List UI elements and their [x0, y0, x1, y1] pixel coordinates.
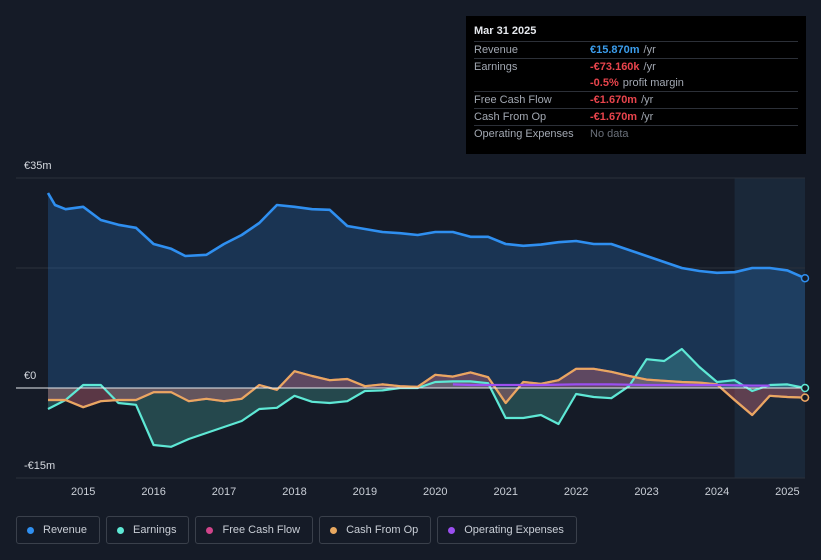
x-tick-label: 2021: [493, 486, 517, 498]
tooltip-row-free-cash-flow: Free Cash Flow -€1.670m /yr: [474, 91, 798, 108]
legend-dot-icon: [330, 526, 338, 534]
legend-label: Cash From Op: [346, 524, 419, 536]
series-end-markers: [800, 273, 810, 402]
tooltip-row-revenue: Revenue €15.870m /yr: [474, 41, 798, 58]
tooltip-row-operating-expenses: Operating Expenses No data: [474, 125, 798, 142]
legend-label: Operating Expenses: [464, 524, 564, 536]
x-tick-label: 2020: [423, 486, 447, 498]
legend-dot-icon: [448, 526, 456, 534]
line-earnings: [47, 347, 806, 448]
tooltip-value: -0.5%: [590, 77, 619, 89]
y-tick-label-bottom: -€15m: [24, 460, 56, 472]
series-lines: [46, 192, 806, 448]
x-tick-label: 2019: [353, 486, 377, 498]
end-marker-earnings: [800, 383, 810, 393]
line-operating-expenses: [452, 383, 770, 387]
tooltip-row-earnings: Earnings -€73.160k /yr: [474, 58, 798, 75]
tooltip-label: Operating Expenses: [474, 128, 574, 140]
legend-item-operating-expenses[interactable]: Operating Expenses: [437, 516, 577, 544]
series-areas: [48, 193, 805, 447]
legend-item-cash-from-op[interactable]: Cash From Op: [319, 516, 432, 544]
x-tick-label: 2024: [705, 486, 729, 498]
data-tooltip: Mar 31 2025 Revenue €15.870m /yr Earning…: [466, 16, 806, 154]
forecast-shading: [734, 178, 805, 478]
x-tick-label: 2025: [775, 486, 799, 498]
area-revenue: [48, 193, 805, 388]
area-cash-from-op: [48, 368, 805, 415]
tooltip-label: Cash From Op: [474, 111, 547, 123]
tooltip-value: No data: [590, 128, 629, 140]
legend-item-earnings[interactable]: Earnings: [106, 516, 190, 544]
legend-dot-icon: [27, 526, 34, 534]
tooltip-value: -€73.160k: [590, 61, 640, 73]
tooltip-date: Mar 31 2025: [474, 25, 537, 37]
x-tick-label: 2015: [71, 486, 95, 498]
tooltip-unit: /yr: [643, 61, 656, 73]
legend-label: Revenue: [43, 524, 88, 536]
area-free-cash-flow: [48, 368, 805, 415]
tooltip-label: Free Cash Flow: [474, 94, 552, 106]
tooltip-unit: /yr: [643, 44, 656, 56]
y-tick-label-top: €35m: [24, 160, 52, 172]
tooltip-value: -€1.670m: [590, 94, 638, 106]
tooltip-label: Earnings: [474, 61, 518, 73]
tooltip-unit: /yr: [641, 111, 654, 123]
tooltip-row-cash-from-op: Cash From Op -€1.670m /yr: [474, 108, 798, 125]
tooltip-label: [474, 75, 590, 91]
x-axis-ticks: 2015 2016 2017 2018 2019 2020 2021 2022 2023 2024…: [71, 486, 800, 498]
legend-dot-icon: [206, 526, 214, 534]
tooltip-value: €15.870m: [590, 44, 640, 56]
legend-item-revenue[interactable]: Revenue: [16, 516, 101, 544]
chart-legend: Revenue Earnings Free Cash Flow Cash Fro…: [16, 516, 577, 544]
x-tick-label: 2017: [212, 486, 236, 498]
legend-label: Free Cash Flow: [222, 524, 301, 536]
y-tick-label-zero: €0: [24, 370, 37, 382]
x-tick-label: 2023: [634, 486, 658, 498]
tooltip-unit: /yr: [641, 94, 654, 106]
end-marker-revenue: [800, 273, 810, 283]
x-tick-label: 2022: [564, 486, 588, 498]
x-tick-label: 2018: [282, 486, 306, 498]
legend-label: Earnings: [133, 524, 177, 536]
legend-dot-icon: [117, 526, 125, 534]
tooltip-value: -€1.670m: [590, 111, 638, 123]
x-tick-label: 2016: [141, 486, 165, 498]
legend-item-free-cash-flow[interactable]: Free Cash Flow: [195, 516, 314, 544]
line-cash-from-op: [48, 367, 806, 417]
tooltip-unit: profit margin: [622, 77, 684, 89]
line-revenue: [46, 192, 806, 280]
tooltip-label: Revenue: [474, 44, 519, 56]
end-marker-cash-from-op: [800, 393, 810, 402]
tooltip-row-profit-margin: -0.5% profit margin: [474, 75, 798, 91]
